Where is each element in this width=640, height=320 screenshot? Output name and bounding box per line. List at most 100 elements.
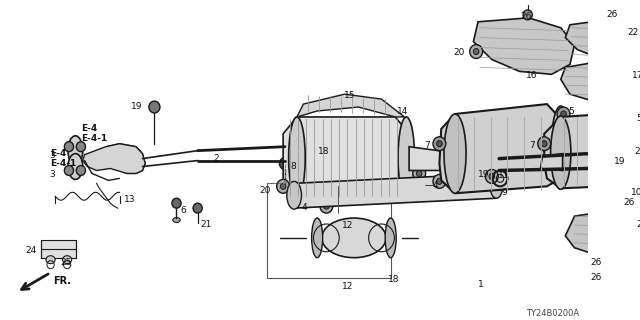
Polygon shape (544, 114, 630, 188)
Text: E-4: E-4 (51, 149, 67, 158)
Circle shape (474, 49, 479, 54)
Polygon shape (283, 117, 409, 198)
Ellipse shape (620, 118, 634, 187)
Text: 26: 26 (623, 198, 635, 207)
Circle shape (280, 157, 291, 170)
Text: 20: 20 (259, 186, 270, 195)
Polygon shape (83, 144, 145, 173)
Circle shape (436, 179, 442, 184)
Text: 20: 20 (454, 48, 465, 57)
Circle shape (538, 137, 550, 151)
Ellipse shape (322, 218, 386, 258)
Polygon shape (541, 154, 563, 171)
Circle shape (621, 203, 630, 213)
Text: 26: 26 (607, 10, 618, 19)
Circle shape (280, 183, 286, 189)
Circle shape (193, 203, 202, 213)
Text: 11: 11 (498, 172, 509, 180)
Text: 3: 3 (49, 151, 55, 160)
Circle shape (623, 140, 636, 154)
Circle shape (433, 137, 446, 151)
Polygon shape (561, 60, 632, 101)
Text: E-4: E-4 (81, 124, 97, 133)
Text: 12: 12 (342, 283, 353, 292)
Text: —4: —4 (425, 181, 439, 190)
Polygon shape (294, 173, 497, 208)
Circle shape (489, 173, 495, 180)
Circle shape (433, 174, 446, 188)
Circle shape (598, 268, 607, 278)
Text: 19: 19 (131, 102, 143, 111)
Polygon shape (565, 210, 634, 255)
Bar (267, 183, 390, 277)
Circle shape (485, 170, 498, 183)
Ellipse shape (550, 116, 571, 189)
Text: 9: 9 (501, 188, 507, 197)
Text: 7: 7 (529, 141, 535, 150)
Text: 15: 15 (344, 91, 355, 100)
Text: 25: 25 (60, 258, 72, 267)
Circle shape (284, 146, 299, 162)
Circle shape (413, 166, 426, 180)
Text: E-4-1: E-4-1 (81, 134, 107, 143)
Text: 8: 8 (291, 162, 296, 171)
Circle shape (557, 107, 570, 121)
Text: 12: 12 (342, 221, 353, 230)
Text: E-4-1: E-4-1 (51, 159, 77, 168)
Circle shape (288, 150, 295, 157)
Circle shape (65, 142, 74, 152)
Text: 1: 1 (478, 281, 484, 290)
Circle shape (149, 101, 160, 113)
Text: 23: 23 (636, 220, 640, 229)
Text: 13: 13 (124, 195, 136, 204)
Text: 18: 18 (388, 275, 399, 284)
Text: 21: 21 (200, 220, 212, 229)
Text: 19: 19 (614, 156, 625, 165)
Circle shape (417, 171, 422, 176)
Ellipse shape (385, 218, 396, 258)
Circle shape (488, 153, 510, 176)
Ellipse shape (68, 136, 83, 165)
Circle shape (320, 199, 333, 213)
Polygon shape (440, 104, 565, 193)
Ellipse shape (173, 218, 180, 222)
Circle shape (627, 144, 632, 150)
Circle shape (436, 141, 442, 147)
Ellipse shape (63, 256, 72, 264)
Text: 19: 19 (478, 171, 490, 180)
Circle shape (541, 141, 547, 147)
Ellipse shape (444, 114, 466, 193)
Circle shape (606, 10, 615, 20)
Text: 20: 20 (634, 147, 640, 156)
Text: 22: 22 (627, 28, 638, 37)
Text: 7: 7 (424, 141, 430, 150)
Text: 26: 26 (590, 258, 602, 267)
Circle shape (276, 180, 289, 193)
Circle shape (76, 165, 86, 175)
Text: FR.: FR. (53, 276, 71, 285)
Text: 18: 18 (317, 147, 329, 156)
Text: 24: 24 (26, 246, 36, 255)
Ellipse shape (289, 117, 305, 198)
Text: 5: 5 (568, 107, 574, 116)
Text: 5: 5 (636, 114, 640, 123)
Bar (42, 240, 76, 258)
Ellipse shape (287, 181, 301, 209)
Polygon shape (409, 147, 498, 171)
Polygon shape (297, 94, 404, 117)
Circle shape (561, 111, 566, 117)
Text: 14: 14 (397, 107, 408, 116)
Text: 2: 2 (213, 154, 219, 163)
Text: 4: 4 (301, 203, 307, 212)
Text: 10: 10 (630, 188, 640, 197)
Text: 17: 17 (632, 71, 640, 80)
Text: 26: 26 (590, 273, 602, 282)
Polygon shape (474, 18, 575, 74)
Circle shape (65, 165, 74, 175)
Circle shape (523, 10, 532, 20)
Circle shape (172, 198, 181, 208)
Circle shape (470, 44, 483, 59)
Ellipse shape (398, 117, 415, 198)
Text: 6: 6 (180, 206, 186, 215)
Circle shape (76, 142, 86, 152)
